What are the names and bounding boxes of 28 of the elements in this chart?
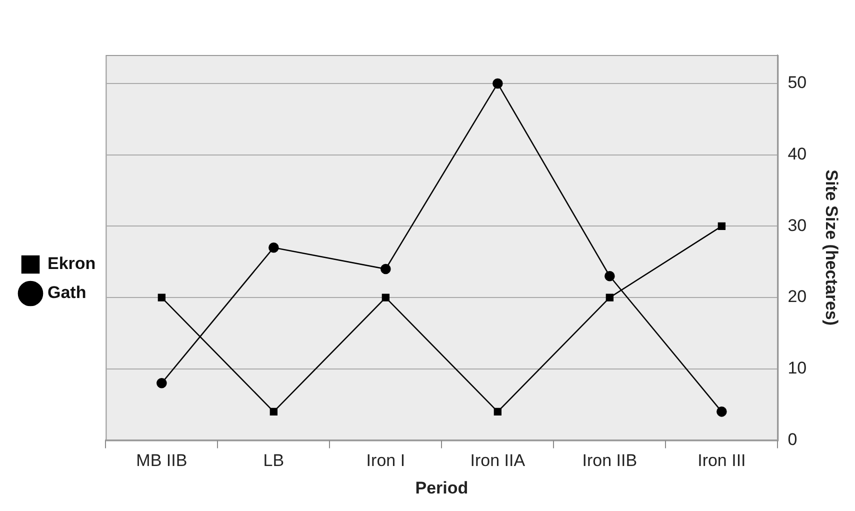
- point: [494, 408, 502, 416]
- point: [604, 270, 615, 282]
- point: [268, 242, 279, 253]
- x-tick-label: MB IIB: [136, 451, 188, 470]
- legend-label: Gath: [48, 283, 86, 302]
- point: [158, 294, 166, 302]
- x-tick-label: Iron I: [366, 451, 406, 470]
- point: [606, 294, 614, 302]
- point: [156, 378, 167, 388]
- point: [270, 408, 278, 416]
- x-tick-label: Iron IIA: [470, 451, 526, 470]
- x-tick-label: Iron III: [698, 451, 746, 470]
- legend-label: Ekron: [48, 254, 96, 274]
- y-tick-label: 30: [788, 216, 807, 235]
- point: [492, 78, 503, 89]
- point: [716, 406, 727, 417]
- y-axis-title: Site Size (hectares): [822, 170, 842, 326]
- point: [382, 294, 390, 302]
- point: [718, 222, 726, 230]
- y-tick-label: 50: [788, 73, 807, 92]
- y-tick-label: 40: [788, 144, 807, 164]
- y-tick-label: 0: [788, 430, 798, 449]
- x-axis-title: Period: [415, 478, 468, 498]
- x-tick-label: Iron IIB: [582, 451, 638, 470]
- point: [380, 264, 391, 274]
- y-tick-label: 20: [788, 287, 807, 306]
- x-tick-label: LB: [263, 451, 284, 470]
- y-tick-label: 10: [788, 358, 807, 378]
